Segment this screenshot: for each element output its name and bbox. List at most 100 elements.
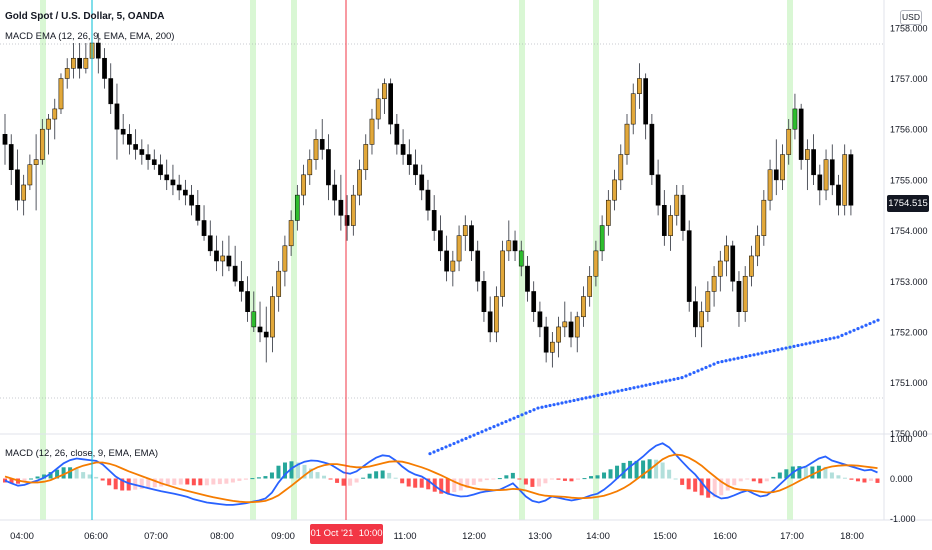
candle-body: [823, 159, 829, 191]
axes: 1758.000 1757.000 1756.000 1755.000 1754.000…: [10, 23, 927, 542]
candle-body: [475, 250, 481, 282]
symbol-title[interactable]: Gold Spot / U.S. Dollar, 5, OANDA: [5, 11, 164, 22]
candle-body: [133, 144, 138, 150]
ema-200-point: [784, 346, 788, 350]
candle-body: [64, 68, 70, 79]
candle-body: [842, 154, 848, 206]
histogram-bar: [686, 478, 691, 490]
histogram-bar: [562, 478, 567, 481]
candle-body: [512, 240, 518, 252]
histogram-bar: [484, 478, 489, 481]
candle-body: [550, 341, 555, 353]
candle-body: [400, 144, 406, 155]
candle-body: [39, 128, 45, 160]
ema-200-point: [444, 445, 448, 449]
candle-body: [773, 169, 779, 181]
ema-200-point: [676, 376, 680, 381]
histogram-bar: [341, 478, 346, 486]
histogram-bar: [725, 478, 730, 491]
candle-body: [792, 108, 798, 130]
crosshair-lines: [91, 0, 347, 520]
histogram-bar: [868, 478, 873, 481]
currency-button[interactable]: USD: [900, 10, 922, 25]
grid-lines: [0, 0, 932, 521]
candle-body: [251, 311, 257, 328]
price-tick-label: 1755.000: [890, 175, 928, 185]
histogram-bar: [348, 478, 353, 486]
histogram-bar: [621, 462, 626, 479]
histogram-bar: [243, 478, 248, 480]
ema-200-point: [752, 353, 756, 357]
histogram-bar: [113, 478, 118, 490]
price-tick-label: 1750.000: [890, 429, 928, 439]
indicator-legend[interactable]: MACD EMA (12, 26, 9, EMA, EMA, 200): [5, 31, 175, 42]
ema-200-point: [580, 397, 584, 401]
histogram-bar: [48, 472, 53, 479]
crosshair-date-label: 01 Oct '21 10:00: [310, 524, 383, 544]
time-tick-label: 08:00: [210, 531, 234, 542]
candle-body: [8, 144, 14, 171]
ema-200-point: [860, 325, 864, 329]
ema-200-point: [564, 400, 568, 404]
candle-body: [326, 149, 331, 186]
candle-body: [531, 291, 537, 312]
histogram-bar: [549, 478, 554, 480]
ema-200-point: [740, 355, 744, 359]
ema-200-point: [504, 419, 508, 424]
ema-200-point: [508, 418, 512, 422]
candle-body: [462, 225, 468, 236]
candle-body: [661, 205, 667, 236]
candle-body: [388, 83, 393, 125]
candle-body: [506, 240, 512, 252]
histogram-bar: [22, 478, 27, 482]
ema-200-point: [472, 433, 476, 437]
candle-body: [276, 270, 282, 297]
price-tick-label: 1751.000: [890, 378, 928, 388]
candle-body: [419, 174, 425, 191]
ema-200-point: [736, 356, 740, 360]
ema-200-point: [544, 404, 548, 408]
candle-body: [319, 139, 325, 150]
ema-200-point: [652, 381, 656, 386]
ema-200-point: [464, 436, 468, 441]
candle-body: [158, 164, 163, 176]
ema-200-point: [776, 348, 780, 352]
candle-body: [711, 275, 717, 292]
ema-200-point: [724, 359, 728, 363]
candle-body: [699, 311, 704, 328]
ema-200-point: [732, 357, 736, 361]
candle-body: [413, 164, 418, 176]
time-tick-label: 17:00: [780, 531, 804, 542]
candle-body: [556, 326, 561, 343]
histogram-bar: [699, 478, 704, 496]
ema-200-point: [612, 390, 616, 394]
ema-200-point: [644, 383, 648, 387]
histogram-bar: [282, 462, 287, 479]
candle-body: [369, 118, 375, 145]
histogram-bar: [400, 478, 405, 484]
histogram-bar: [504, 475, 509, 479]
ema-200-point: [628, 387, 632, 391]
candle-body: [761, 199, 767, 236]
highlight-band: [250, 0, 256, 520]
candle-body: [736, 281, 742, 312]
histogram-bar: [641, 460, 646, 479]
time-tick-label: 07:00: [144, 531, 168, 542]
ema-200-point: [448, 443, 452, 447]
histogram-bar: [61, 467, 66, 479]
candle-body: [605, 199, 611, 226]
macd-legend[interactable]: MACD (12, 26, close, 9, EMA, EMA): [5, 448, 159, 459]
histogram-bar: [211, 478, 216, 485]
candle-body: [15, 169, 20, 201]
candle-body: [301, 174, 306, 196]
candle-body: [226, 255, 232, 267]
candle-body: [313, 139, 319, 160]
ema-200-point: [728, 358, 732, 362]
histogram-bar: [276, 465, 281, 479]
ema-200-point: [540, 405, 544, 409]
candle-body: [294, 194, 300, 221]
ema-200-point: [648, 382, 652, 386]
histogram-bar: [9, 478, 14, 484]
